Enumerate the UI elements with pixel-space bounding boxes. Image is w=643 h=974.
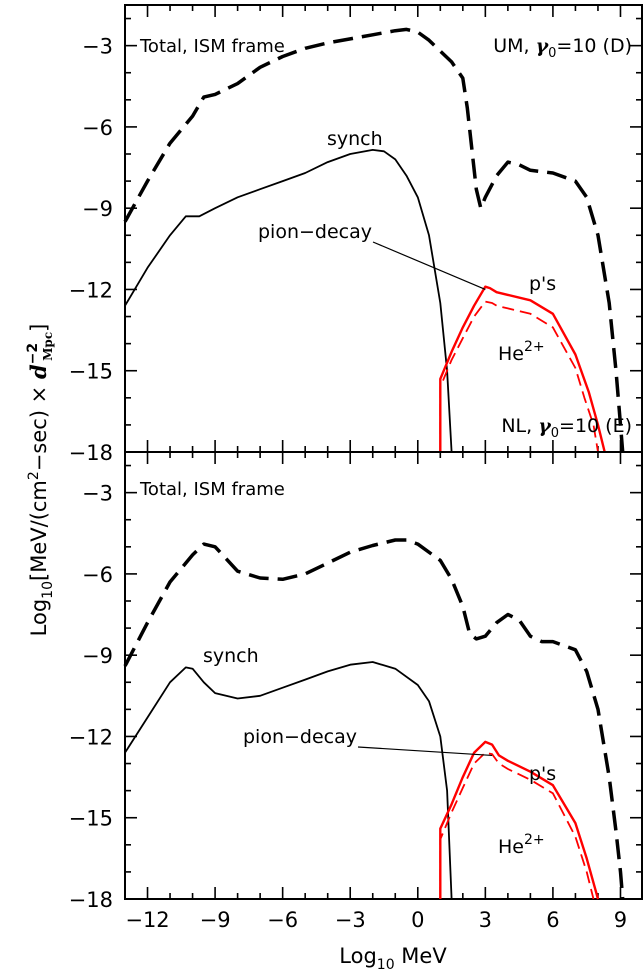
x-tick-label: 6 [546,908,559,932]
y-axis-label: Log10[MeV/(cm2−sec) × d−2Mpc] [25,324,56,637]
series-line-solid-red [439,285,606,453]
x-tick-label: 0 [411,908,424,932]
helium-label: He2+ [498,832,545,858]
protons-label: p's [529,273,556,295]
y-tick-label: −15 [69,807,113,831]
pion-decay-label: pion−decay [243,726,357,748]
x-tick-label: −12 [125,908,169,932]
plot-frame [124,451,643,900]
y-tick-label: −18 [69,441,113,465]
x-tick-label: −9 [200,908,231,932]
series-line-dashed-black [123,538,625,900]
pion-decay-pointer [357,746,493,757]
y-tick-label: −3 [82,482,113,506]
x-tick-label: −6 [267,908,298,932]
helium-label: He2+ [498,339,545,365]
synch-label: synch [327,128,383,150]
x-tick-label: 9 [614,908,627,932]
series-line-dashed-black [123,27,625,453]
model-label: UM, γ0=10 (D) [493,35,632,61]
protons-label: p's [529,763,556,785]
y-tick-label: −12 [69,725,113,749]
series-line-dashed-red [439,751,595,900]
series-line-solid-black [124,149,453,453]
y-tick-label: −3 [82,35,113,59]
frame-label: Total, ISM frame [139,36,285,57]
series-line-solid-red [439,740,600,900]
y-tick-label: −6 [82,563,113,587]
x-tick-label: 3 [479,908,492,932]
y-tick-label: −18 [69,888,113,912]
y-tick-label: −9 [82,644,113,668]
y-tick-label: −12 [69,278,113,302]
y-tick-label: −15 [69,360,113,384]
pion-decay-label: pion−decay [258,221,372,243]
synch-label: synch [203,645,259,667]
plot-frame [124,4,643,453]
series-line-solid-black [124,661,453,900]
panel-bottom: −18 −15 −12 −9 −6 −3 −12 −9 −6 −3 0 3 6 9 Total, ISM f… [69,415,643,932]
frame-label: Total, ISM frame [139,479,285,500]
panel-top: −18 −15 −12 −9 −6 −3 Total, ISM frame UM, γ0=10… [69,4,643,465]
model-label: NL, γ0=10 (E) [501,415,632,441]
x-tick-label: −3 [335,908,366,932]
y-tick-label: −9 [82,197,113,221]
y-tick-label: −6 [82,116,113,140]
pion-decay-pointer [372,241,486,291]
x-axis-label: Log10 MeV [339,944,447,973]
